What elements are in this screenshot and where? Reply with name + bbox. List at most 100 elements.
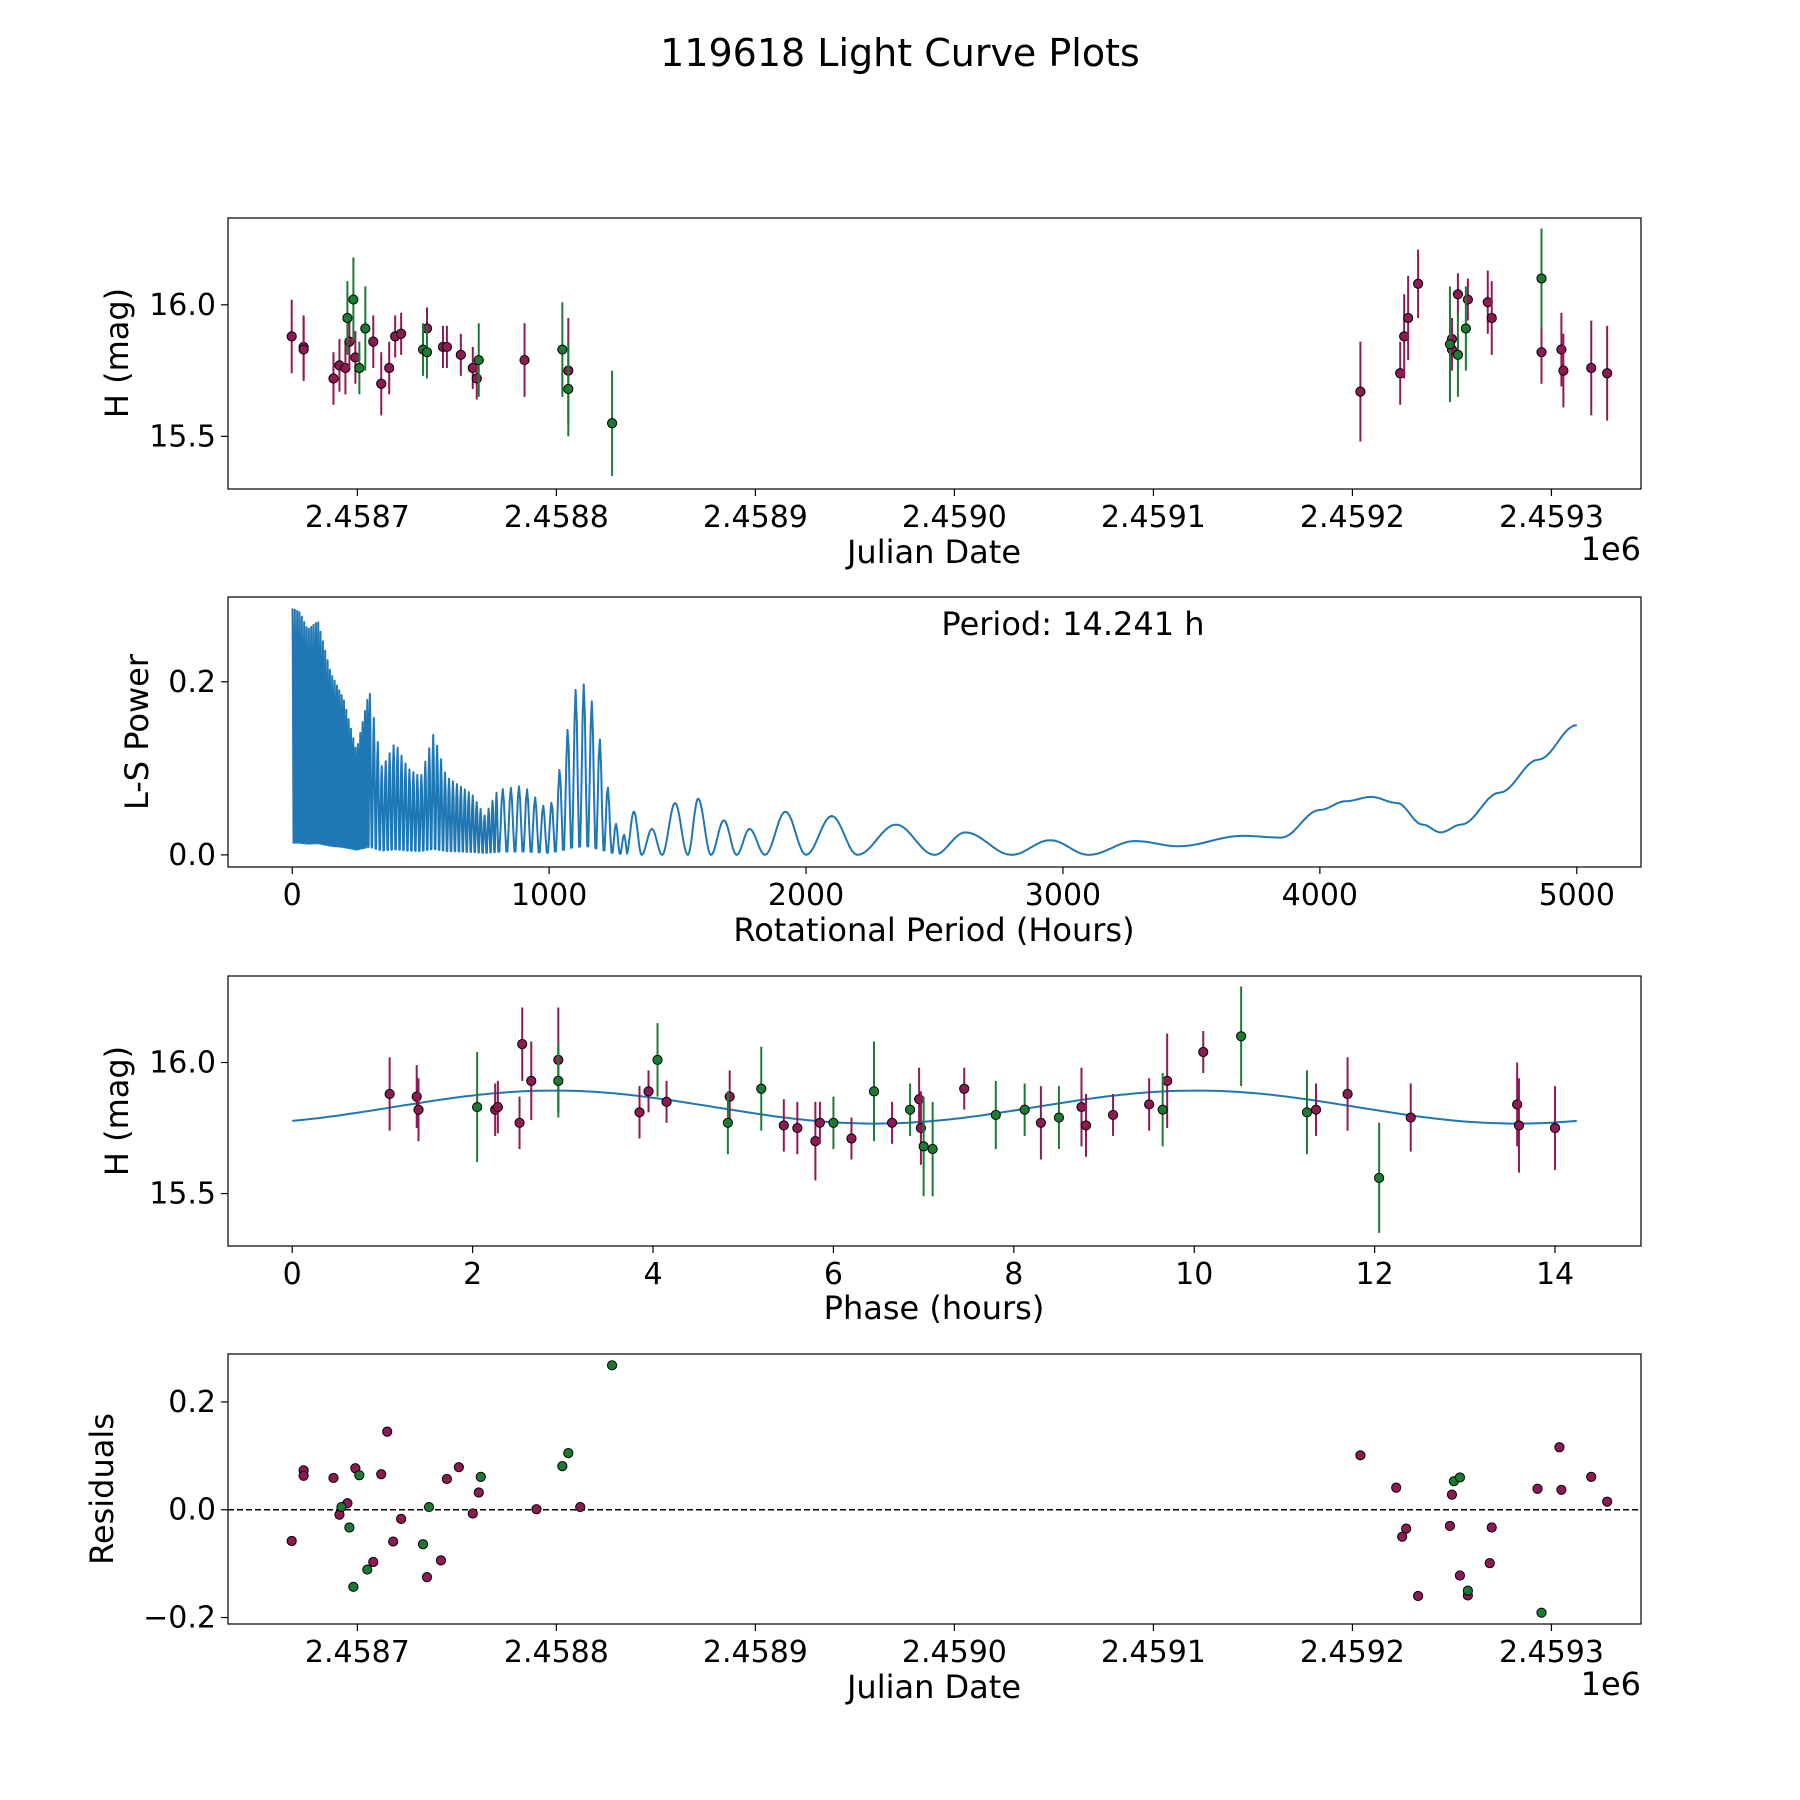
- phase-data-point: [724, 1091, 735, 1102]
- periodogram-x-ticks: 0 1000 2000 3000 4000 5000: [283, 867, 1615, 913]
- res-x-tick-label: 2.4592: [1300, 1635, 1405, 1670]
- ls-x-tick-label: 1000: [511, 878, 587, 913]
- res-data-point: [1586, 1471, 1597, 1482]
- phase-data-point: [1301, 1107, 1313, 1118]
- period-annotation: Period: 14.241 h: [941, 605, 1204, 643]
- lc-data-point: [1444, 339, 1456, 350]
- phase-data-point: [814, 1117, 825, 1128]
- phase-data-point: [472, 1101, 483, 1113]
- lc-data-point: [298, 344, 309, 355]
- lc-x-tick-label: 2.4591: [1101, 500, 1206, 535]
- residuals-x-ticks: 2.4587 2.4588 2.4589 2.4590 2.4591 2.4592 2.45…: [305, 1624, 1604, 1670]
- lc-y-tick-label: 15.5: [149, 419, 216, 454]
- res-x-tick-label: 2.4590: [902, 1635, 1007, 1670]
- phase-x-tick-label: 6: [824, 1257, 843, 1292]
- phase-data-point: [643, 1086, 654, 1097]
- res-data-point: [453, 1462, 464, 1473]
- lc-x-tick-label: 2.4592: [1300, 500, 1405, 535]
- phase-data-point: [868, 1086, 880, 1097]
- res-data-point: [557, 1460, 568, 1472]
- lc-data-point: [421, 347, 433, 358]
- res-x-tick-label: 2.4593: [1499, 1635, 1604, 1670]
- lc-data-point: [1355, 386, 1366, 397]
- phase-data-point: [517, 1039, 528, 1050]
- light-curve-panel: 2.4587 2.4588 2.4589 2.4590 2.4591 2.4592 2.45…: [98, 217, 1642, 571]
- lc-data-point: [563, 383, 574, 395]
- res-data-point: [473, 1487, 484, 1498]
- res-data-point: [388, 1536, 399, 1547]
- phase-data-point: [1076, 1101, 1087, 1113]
- phase-x-tick-label: 8: [1004, 1257, 1023, 1292]
- lc-data-point: [1556, 344, 1567, 355]
- ls-x-tick-label: 5000: [1539, 878, 1615, 913]
- ls-y-tick-label: 0.2: [168, 665, 216, 700]
- phase-data-point: [846, 1133, 857, 1144]
- res-data-point: [1454, 1472, 1465, 1483]
- res-data-point: [1446, 1489, 1458, 1500]
- res-x-tick-label: 2.4589: [703, 1635, 808, 1670]
- res-x-tick-label: 2.4587: [305, 1635, 410, 1670]
- res-data-point: [336, 1501, 347, 1513]
- lc-data-point: [1452, 289, 1464, 300]
- phase-x-tick-label: 10: [1175, 1257, 1213, 1292]
- lc-x-tick-label: 2.4593: [1499, 500, 1604, 535]
- phase-data-point: [810, 1136, 821, 1147]
- res-data-point: [354, 1470, 365, 1481]
- phase-data-point: [1019, 1104, 1030, 1115]
- lc-data-point: [328, 373, 339, 384]
- res-data-point: [1444, 1520, 1456, 1532]
- periodogram-x-label: Rotational Period (Hours): [733, 911, 1134, 949]
- phase-data-point: [1198, 1046, 1209, 1058]
- phase-data-point: [792, 1122, 803, 1134]
- res-data-point: [1554, 1442, 1565, 1453]
- figure-title: 119618 Light Curve Plots: [660, 31, 1140, 75]
- lc-data-point: [1586, 362, 1597, 374]
- lc-data-point: [473, 354, 484, 366]
- res-data-point: [1355, 1450, 1366, 1461]
- phase-data-point: [1144, 1099, 1155, 1110]
- lc-data-point: [286, 331, 297, 342]
- res-data-point: [1532, 1483, 1543, 1494]
- phase-data-point: [514, 1117, 525, 1128]
- lc-x-tick-label: 2.4589: [703, 500, 808, 535]
- phase-data-point: [413, 1104, 424, 1115]
- phase-data-point: [905, 1104, 916, 1115]
- res-data-point: [1462, 1585, 1473, 1596]
- phase-y-ticks: 15.5 16.0: [149, 1046, 228, 1212]
- res-data-point: [1536, 1607, 1547, 1618]
- ls-y-tick-label: 0.0: [168, 838, 216, 873]
- light-curve-offset-text: 1e6: [1581, 530, 1641, 568]
- light-curve-frame: [227, 217, 1642, 490]
- ls-x-tick-label: 4000: [1282, 878, 1358, 913]
- lc-data-point: [360, 323, 371, 334]
- phase-y-tick-label: 15.5: [149, 1177, 216, 1212]
- phase-data-point: [756, 1083, 767, 1094]
- res-data-point: [1401, 1523, 1412, 1534]
- res-data-point: [328, 1472, 339, 1484]
- periodogram-plot-area: [291, 608, 1578, 856]
- phase-data-point: [778, 1120, 789, 1131]
- res-data-point: [298, 1470, 309, 1481]
- phase-data-point: [1549, 1122, 1561, 1134]
- res-data-point: [475, 1471, 486, 1482]
- res-data-point: [362, 1564, 373, 1575]
- res-data-point: [1397, 1531, 1408, 1542]
- phase-x-label: Phase (hours): [824, 1289, 1045, 1327]
- ls-x-tick-label: 3000: [1025, 878, 1101, 913]
- res-data-point: [348, 1581, 359, 1592]
- lc-data-point: [376, 378, 387, 389]
- res-data-point: [1454, 1570, 1465, 1581]
- phase-data-point: [990, 1109, 1001, 1121]
- light-curve-y-ticks: 15.5 16.0: [149, 288, 228, 454]
- phase-x-tick-label: 12: [1356, 1257, 1394, 1292]
- res-x-tick-label: 2.4588: [504, 1635, 609, 1670]
- periodogram-y-label: L-S Power: [118, 653, 156, 810]
- lc-data-point: [368, 336, 379, 347]
- light-curve-x-ticks: 2.4587 2.4588 2.4589 2.4590 2.4591 2.4592 2.45…: [305, 489, 1604, 535]
- lc-data-point: [384, 362, 395, 374]
- phase-panel: 0 2 4 6 8 10 12 14 15.5 16.0 Phase (hours) H (ma…: [98, 975, 1642, 1327]
- phase-data-point: [1053, 1112, 1065, 1123]
- lc-x-tick-label: 2.4590: [902, 500, 1007, 535]
